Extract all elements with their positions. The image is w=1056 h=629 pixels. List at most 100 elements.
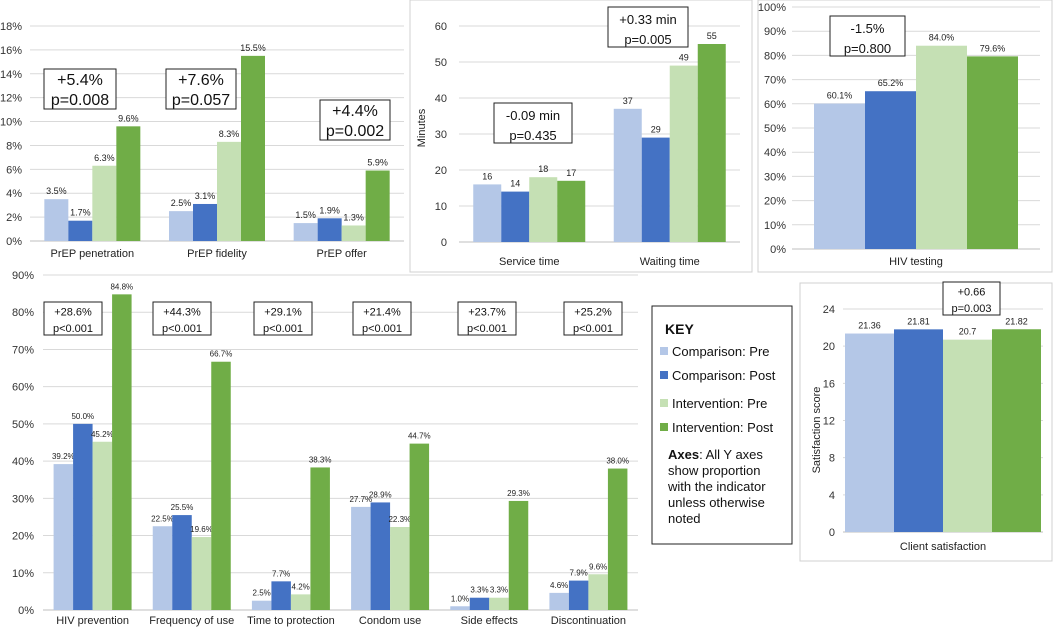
knowledge-category-label-time-to-protection: Time to protection	[247, 615, 335, 627]
legend-title: KEY	[665, 321, 694, 337]
knowledge-annotation-text: p<0.001	[362, 323, 402, 335]
panel-frame-time	[409, 0, 753, 273]
hivtest-y-tick-label: 50%	[764, 123, 786, 135]
hivtest-y-tick-label: 80%	[764, 50, 786, 62]
hivtest-annotation-text: -1.5%	[851, 21, 885, 36]
hivtest-y-tick-label: 40%	[764, 147, 786, 159]
knowledge-data-label-hiv-prevention-intervention-post: 84.8%	[110, 282, 133, 291]
legend-box	[651, 305, 793, 545]
satisfaction-bar-client-satisfaction-comparison-pre	[845, 333, 894, 532]
legend-swatch-comparison-post	[660, 371, 668, 379]
hivtest-y-tick-label: 30%	[764, 171, 786, 183]
prep-annotation-box	[319, 99, 391, 141]
knowledge-bar-hiv-prevention-comparison-pre	[53, 464, 74, 610]
legend-axes-note-line3: with the indicator	[667, 479, 766, 494]
time-bar-waiting-time-intervention-pre	[669, 65, 698, 242]
prep-y-tick-label: 18%	[0, 21, 22, 33]
prep-bar-prep-offer-intervention-pre	[341, 225, 366, 241]
knowledge-bar-discontinuation-comparison-pre	[549, 592, 569, 610]
prep-y-tick-label: 0%	[6, 236, 22, 248]
hivtest-y-tick-label: 20%	[764, 196, 786, 208]
satisfaction-annotation-box	[942, 281, 1001, 316]
satisfaction-category-label-client-satisfaction: Client satisfaction	[900, 541, 986, 553]
knowledge-y-tick-label: 40%	[12, 456, 34, 468]
prep-data-label-prep-offer-comparison-post: 1.9%	[319, 205, 340, 215]
knowledge-bar-side-effects-comparison-pre	[450, 606, 470, 610]
time-bar-waiting-time-comparison-post	[641, 137, 670, 242]
knowledge-y-tick-label: 30%	[12, 493, 34, 505]
prep-data-label-prep-penetration-comparison-pre: 3.5%	[46, 186, 67, 196]
prep-category-label-prep-penetration: PrEP penetration	[51, 248, 135, 260]
time-y-tick-label: 50	[435, 57, 447, 69]
knowledge-y-tick-label: 70%	[12, 344, 34, 356]
time-data-label-waiting-time-comparison-pre: 37	[623, 96, 633, 106]
prep-annotation-text: +5.4%	[57, 72, 103, 89]
knowledge-data-label-hiv-prevention-comparison-post: 50.0%	[71, 412, 94, 421]
knowledge-data-label-condom-use-intervention-post: 44.7%	[408, 432, 431, 441]
knowledge-bar-condom-use-intervention-pre	[390, 526, 410, 610]
knowledge-annotation-text: +28.6%	[54, 307, 92, 319]
prep-y-tick-label: 16%	[0, 45, 22, 57]
time-data-label-waiting-time-comparison-post: 29	[651, 125, 661, 135]
knowledge-bar-time-to-protection-comparison-pre	[251, 600, 272, 610]
time-y-tick-label: 30	[435, 129, 447, 141]
prep-data-label-prep-offer-intervention-post: 5.9%	[367, 158, 388, 168]
prep-annotation-text: p=0.002	[326, 123, 384, 140]
knowledge-bar-discontinuation-intervention-post	[607, 468, 628, 610]
knowledge-bar-condom-use-comparison-pre	[351, 506, 371, 610]
time-bar-service-time-comparison-pre	[473, 184, 502, 242]
prep-data-label-prep-penetration-comparison-post: 1.7%	[70, 208, 91, 218]
chart-prep-knowledge: 0% 10% 20% 30% 40% 50% 60% 70% 80% 90% 39.2% 50.0% 4…	[12, 270, 638, 627]
legend-axes-note-line5: noted	[668, 511, 701, 526]
legend-item-intervention-pre: Intervention: Pre	[672, 396, 767, 411]
chart-prep-indicators: 0% 2% 4% 6% 8% 10% 12% 14% 16% 18% 3.5% 1.7% 6.3% 9.6…	[0, 21, 404, 260]
knowledge-data-label-hiv-prevention-intervention-pre: 45.2%	[91, 430, 114, 439]
knowledge-annotation-box	[563, 301, 623, 336]
knowledge-bar-frequency-of-use-intervention-pre	[191, 537, 212, 610]
knowledge-category-label-frequency-of-use: Frequency of use	[149, 615, 234, 627]
time-data-label-service-time-comparison-pre: 16	[482, 171, 492, 181]
hivtest-bar-hiv-testing-comparison-post	[865, 91, 916, 249]
satisfaction-y-tick-label: 20	[823, 341, 835, 353]
chart-hiv-testing: 0% 10% 20% 30% 40% 50% 60% 70% 80% 90% 100% 60.1% 65…	[758, 2, 1040, 268]
hivtest-data-label-hiv-testing-comparison-post: 65.2%	[878, 78, 904, 88]
hivtest-y-tick-label: 10%	[764, 220, 786, 232]
knowledge-data-label-condom-use-comparison-pre: 27.7%	[349, 495, 372, 504]
knowledge-bar-side-effects-intervention-pre	[489, 597, 509, 610]
satisfaction-y-tick-label: 24	[823, 304, 835, 316]
knowledge-data-label-side-effects-intervention-pre: 3.3%	[490, 586, 508, 595]
knowledge-annotation-text: +23.7%	[468, 307, 506, 319]
legend-axes-note-line4: unless otherwise	[668, 495, 765, 510]
knowledge-annotation-text: p<0.001	[162, 323, 202, 335]
knowledge-bar-discontinuation-intervention-pre	[588, 574, 608, 610]
knowledge-annotation-text: p<0.001	[467, 323, 507, 335]
knowledge-annotation-text: +21.4%	[363, 307, 401, 319]
prep-annotation-text: p=0.008	[51, 92, 109, 109]
prep-bar-prep-offer-comparison-pre	[293, 223, 318, 241]
knowledge-data-label-time-to-protection-intervention-pre: 4.2%	[292, 582, 310, 591]
knowledge-data-label-frequency-of-use-intervention-pre: 19.6%	[190, 525, 213, 534]
knowledge-data-label-discontinuation-intervention-pre: 9.6%	[589, 562, 607, 571]
knowledge-annotation-text: +29.1%	[264, 307, 302, 319]
satisfaction-y-tick-label: 4	[829, 490, 835, 502]
time-category-label-waiting-time: Waiting time	[640, 256, 700, 268]
knowledge-category-label-hiv-prevention: HIV prevention	[56, 615, 129, 627]
time-y-tick-label: 0	[441, 237, 447, 249]
time-data-label-service-time-comparison-post: 14	[510, 179, 520, 189]
hivtest-bar-hiv-testing-intervention-pre	[916, 45, 967, 249]
legend-axes-note-line1: Axes: All Y axes	[668, 447, 763, 462]
satisfaction-data-label-client-satisfaction-intervention-pre: 20.7	[959, 327, 977, 337]
knowledge-data-label-discontinuation-comparison-pre: 4.6%	[550, 581, 568, 590]
prep-data-label-prep-offer-comparison-pre: 1.5%	[295, 210, 316, 220]
prep-y-tick-label: 6%	[6, 164, 22, 176]
prep-y-tick-label: 14%	[0, 69, 22, 81]
satisfaction-y-tick-label: 12	[823, 416, 835, 428]
knowledge-annotation-text: p<0.001	[573, 323, 613, 335]
knowledge-bar-time-to-protection-comparison-post	[271, 581, 291, 610]
prep-y-tick-label: 4%	[6, 188, 22, 200]
time-y-tick-label: 10	[435, 201, 447, 213]
knowledge-annotation-box	[457, 301, 517, 336]
knowledge-data-label-frequency-of-use-comparison-post: 25.5%	[171, 503, 194, 512]
prep-annotation-text: +4.4%	[332, 103, 378, 120]
knowledge-data-label-time-to-protection-comparison-pre: 2.5%	[253, 589, 271, 598]
